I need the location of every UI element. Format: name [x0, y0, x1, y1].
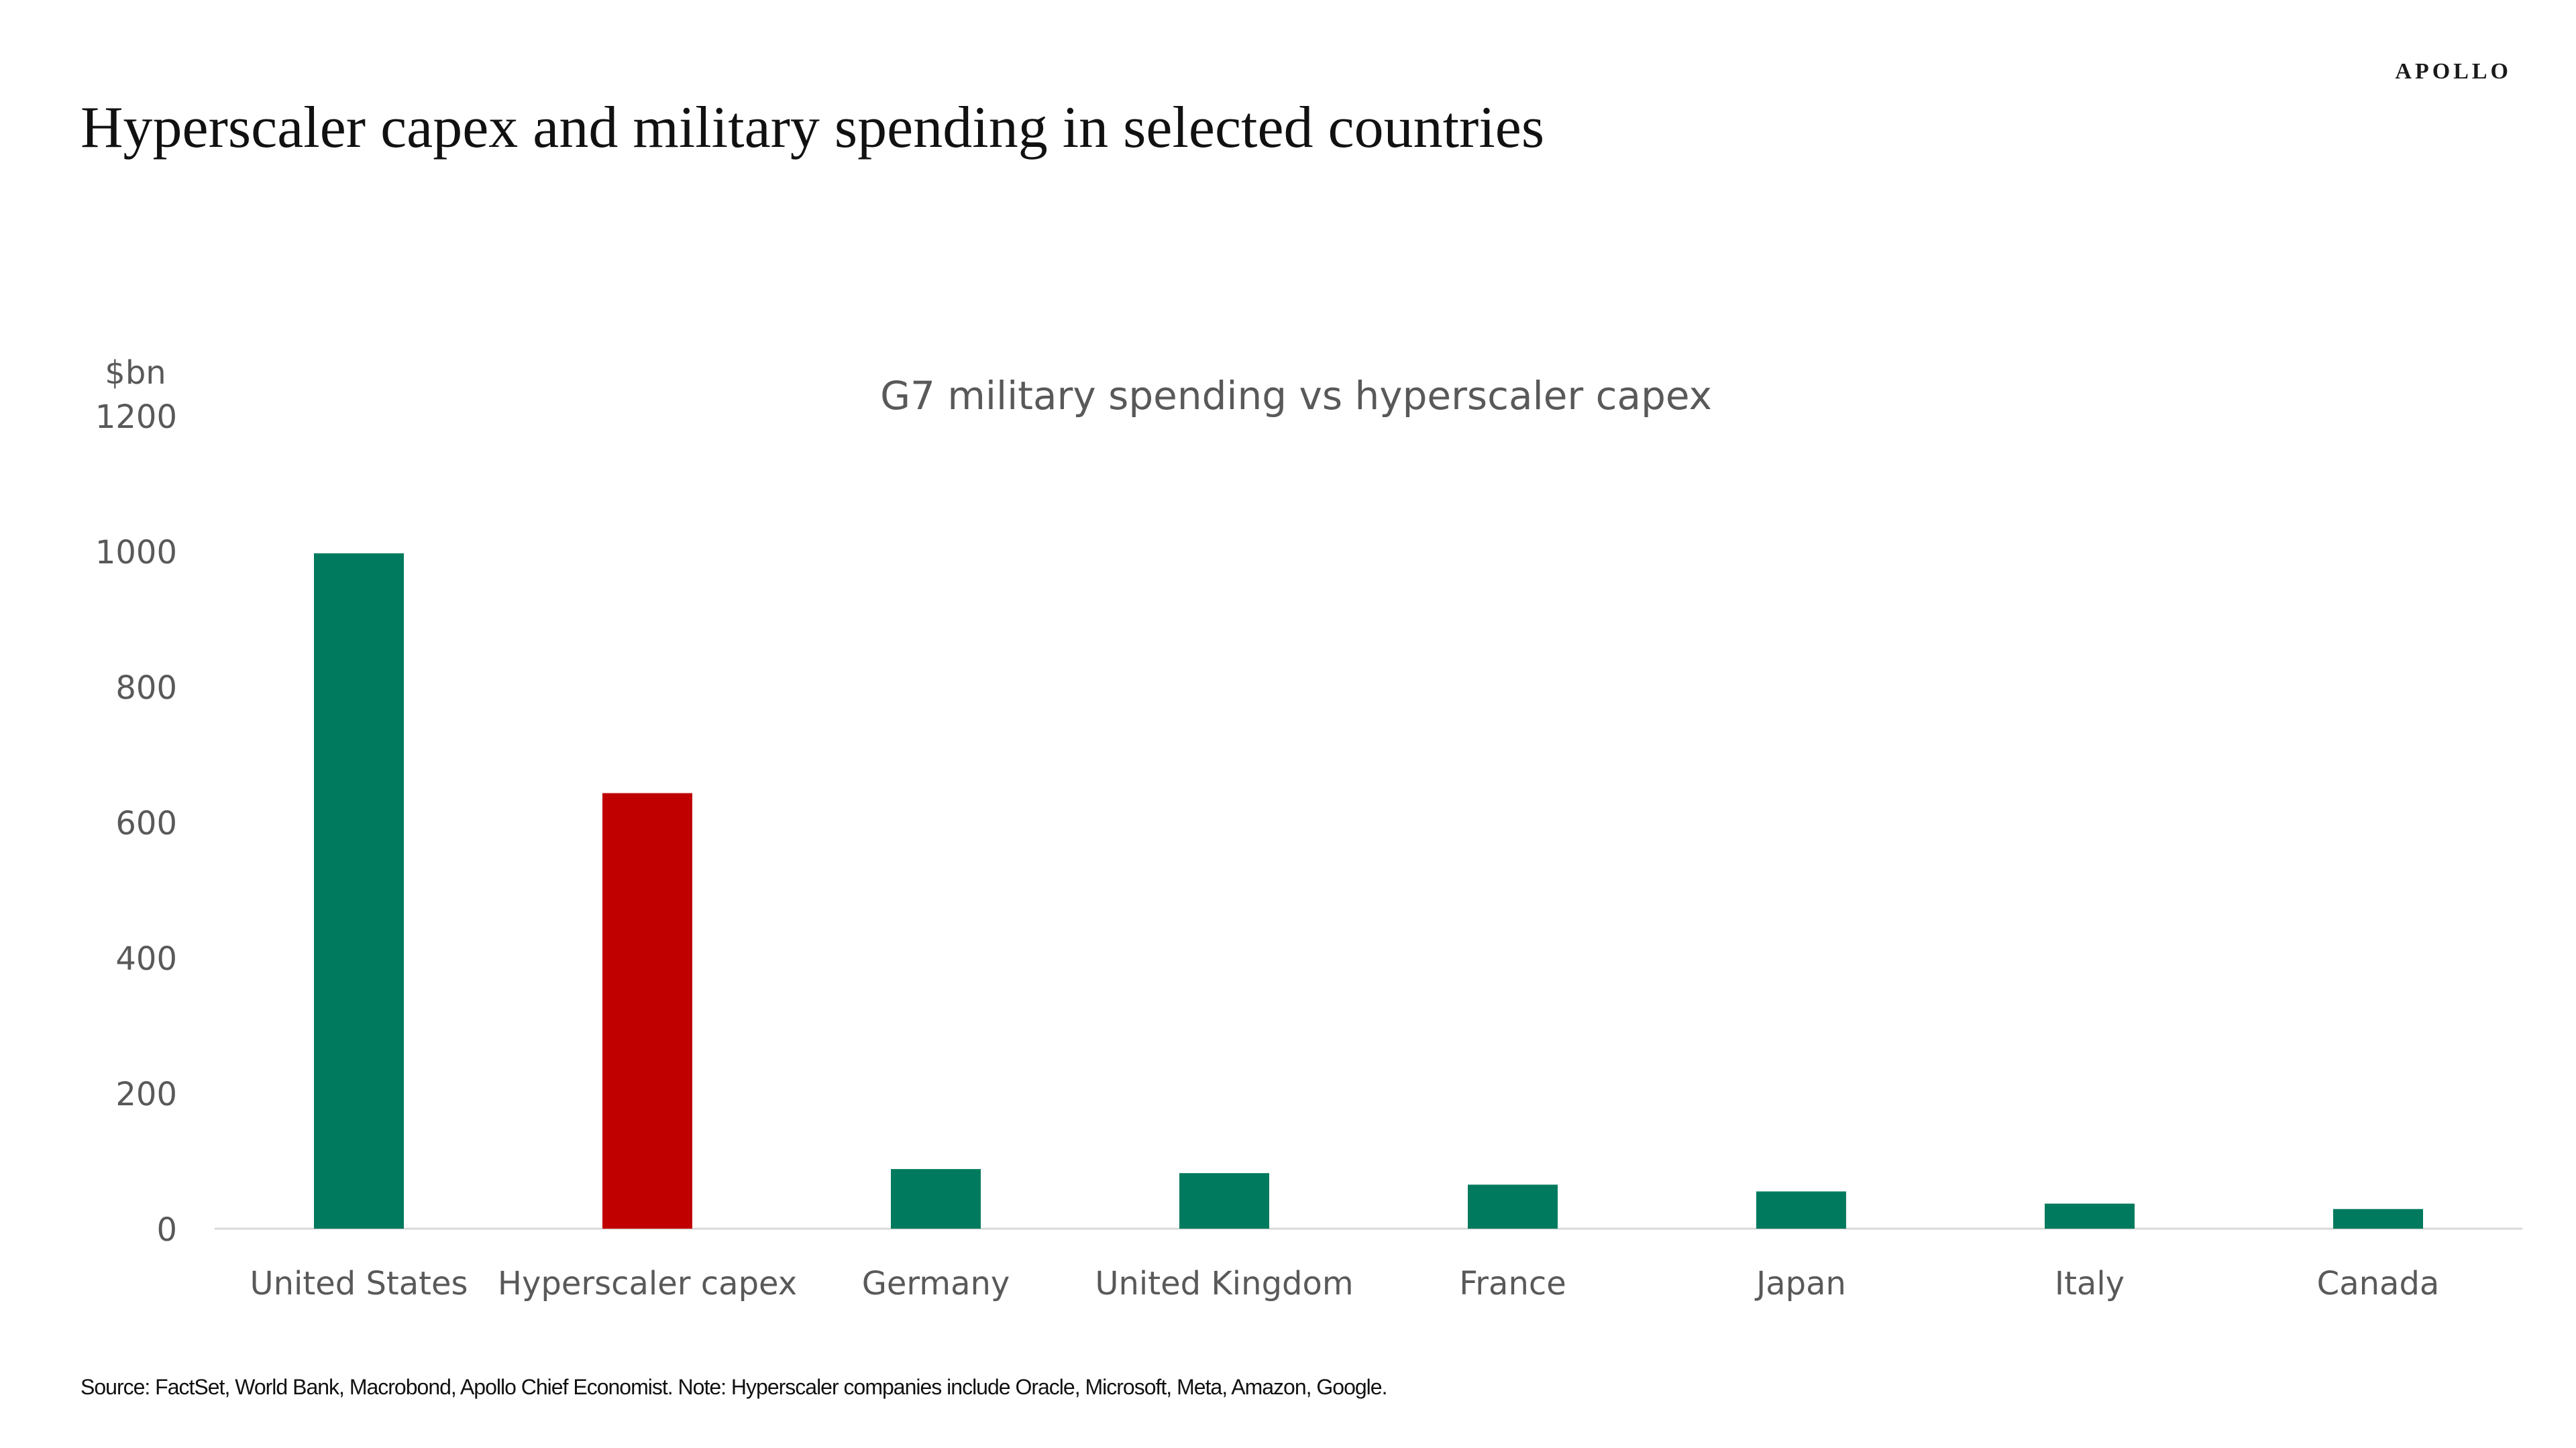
- y-tick-label: 0: [156, 1211, 177, 1249]
- x-tick-label: United Kingdom: [1095, 1265, 1353, 1302]
- bar-germany: [891, 1169, 981, 1229]
- x-tick-label: Hyperscaler capex: [498, 1265, 797, 1302]
- y-axis-unit-label: $bn: [105, 354, 166, 392]
- y-tick-label: 400: [115, 940, 177, 978]
- chart-title: G7 military spending vs hyperscaler cape…: [880, 373, 1712, 419]
- page-title: Hyperscaler capex and military spending …: [80, 95, 1545, 160]
- x-tick-label: Germany: [862, 1265, 1010, 1302]
- source-note: Source: FactSet, World Bank, Macrobond, …: [80, 1375, 1387, 1399]
- y-tick-label: 800: [115, 669, 177, 707]
- bar-united-kingdom: [1179, 1173, 1269, 1229]
- bar-canada: [2333, 1209, 2423, 1229]
- x-tick-label: Italy: [2055, 1265, 2125, 1302]
- y-axis-ticks: 0 200 400 600 800 1000 1200: [95, 398, 177, 1249]
- y-tick-label: 600: [115, 805, 177, 842]
- bar-france: [1468, 1184, 1558, 1229]
- x-axis-ticks: United States Hyperscaler capex Germany Uni…: [250, 1265, 2439, 1302]
- bar-united-states: [314, 553, 404, 1229]
- y-tick-label: 200: [115, 1076, 177, 1113]
- bar-hyperscaler-capex: [602, 793, 692, 1229]
- bar-italy: [2045, 1203, 2135, 1229]
- bar-japan: [1756, 1191, 1846, 1229]
- y-tick-label: 1000: [95, 534, 177, 571]
- x-tick-label: Japan: [1754, 1265, 1846, 1302]
- y-tick-label: 1200: [95, 398, 177, 436]
- x-tick-label: France: [1459, 1265, 1566, 1302]
- bars-group: [314, 553, 2423, 1229]
- brand-logo: APOLLO: [2395, 59, 2512, 84]
- x-tick-label: Canada: [2317, 1265, 2440, 1302]
- x-tick-label: United States: [250, 1265, 468, 1302]
